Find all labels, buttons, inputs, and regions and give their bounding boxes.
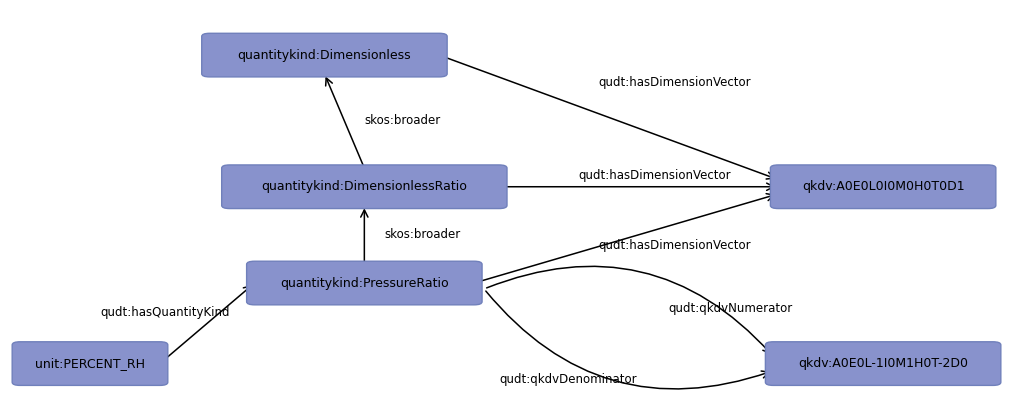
Text: qudt:hasDimensionVector: qudt:hasDimensionVector (599, 76, 751, 89)
Text: unit:PERCENT_RH: unit:PERCENT_RH (35, 357, 145, 370)
Text: skos:broader: skos:broader (385, 229, 460, 241)
Text: qudt:hasDimensionVector: qudt:hasDimensionVector (599, 239, 751, 252)
Text: qkdv:A0E0L0I0M0H0T0D1: qkdv:A0E0L0I0M0H0T0D1 (802, 180, 964, 193)
FancyBboxPatch shape (766, 342, 1001, 385)
Text: quantitykind:DimensionlessRatio: quantitykind:DimensionlessRatio (262, 180, 467, 193)
Text: qudt:hasQuantityKind: qudt:hasQuantityKind (100, 306, 229, 319)
FancyBboxPatch shape (12, 342, 168, 385)
Text: qudt:qkdvDenominator: qudt:qkdvDenominator (499, 373, 636, 386)
Text: qudt:qkdvNumerator: qudt:qkdvNumerator (669, 302, 793, 315)
FancyBboxPatch shape (246, 261, 483, 305)
FancyBboxPatch shape (222, 165, 507, 209)
Text: quantitykind:Dimensionless: quantitykind:Dimensionless (237, 49, 411, 62)
FancyBboxPatch shape (202, 33, 447, 77)
FancyBboxPatch shape (771, 165, 996, 209)
Text: quantitykind:PressureRatio: quantitykind:PressureRatio (280, 277, 449, 290)
Text: qudt:hasDimensionVector: qudt:hasDimensionVector (579, 169, 732, 182)
Text: qkdv:A0E0L-1I0M1H0T-2D0: qkdv:A0E0L-1I0M1H0T-2D0 (798, 357, 968, 370)
Text: skos:broader: skos:broader (364, 114, 441, 128)
